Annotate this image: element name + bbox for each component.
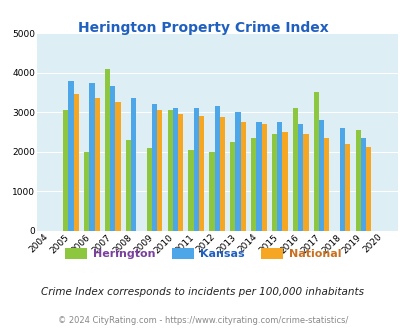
Bar (251, 138, 256, 231)
Bar (282, 132, 287, 231)
Bar (365, 147, 370, 231)
Bar (297, 124, 303, 231)
Legend: Herington, Kansas, National: Herington, Kansas, National (60, 244, 345, 263)
Bar (214, 106, 219, 231)
Bar (73, 94, 79, 231)
Bar (318, 120, 324, 231)
Bar (360, 138, 365, 231)
Bar (198, 116, 204, 231)
Text: Crime Index corresponds to incidents per 100,000 inhabitants: Crime Index corresponds to incidents per… (41, 287, 364, 297)
Bar (277, 122, 282, 231)
Bar (261, 124, 266, 231)
Bar (94, 98, 100, 231)
Bar (230, 142, 235, 231)
Text: Herington Property Crime Index: Herington Property Crime Index (77, 21, 328, 35)
Bar (339, 128, 344, 231)
Bar (344, 144, 350, 231)
Bar (157, 110, 162, 231)
Bar (126, 140, 131, 231)
Bar (68, 81, 73, 231)
Bar (89, 82, 94, 231)
Bar (115, 102, 120, 231)
Bar (209, 152, 214, 231)
Bar (63, 110, 68, 231)
Bar (131, 98, 136, 231)
Bar (240, 122, 245, 231)
Bar (104, 69, 110, 231)
Bar (151, 104, 157, 231)
Bar (355, 130, 360, 231)
Bar (303, 134, 308, 231)
Bar (188, 150, 193, 231)
Bar (235, 112, 240, 231)
Bar (271, 134, 277, 231)
Bar (193, 108, 198, 231)
Bar (292, 108, 297, 231)
Text: © 2024 CityRating.com - https://www.cityrating.com/crime-statistics/: © 2024 CityRating.com - https://www.city… (58, 315, 347, 325)
Bar (110, 86, 115, 231)
Bar (146, 148, 151, 231)
Bar (178, 114, 183, 231)
Bar (173, 108, 178, 231)
Bar (167, 110, 173, 231)
Bar (84, 152, 89, 231)
Bar (313, 92, 318, 231)
Bar (256, 122, 261, 231)
Bar (219, 117, 224, 231)
Bar (324, 138, 329, 231)
